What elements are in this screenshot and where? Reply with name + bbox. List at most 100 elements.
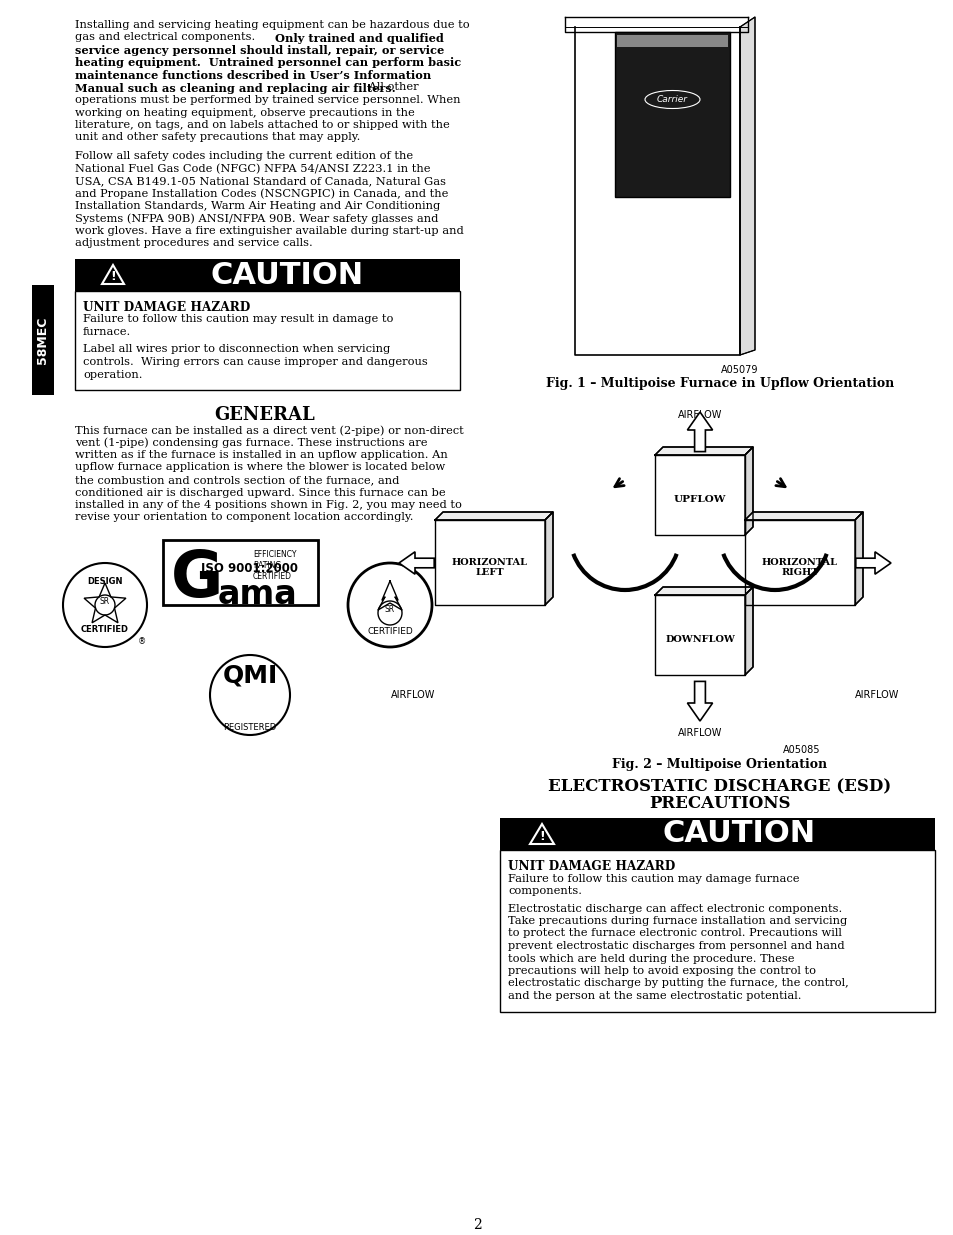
Text: SR: SR <box>100 598 110 606</box>
Text: Fig. 2 – Multipoise Orientation: Fig. 2 – Multipoise Orientation <box>612 758 826 771</box>
Text: adjustment procedures and service calls.: adjustment procedures and service calls. <box>75 238 313 248</box>
Text: HORIZONTAL
RIGHT: HORIZONTAL RIGHT <box>761 558 837 577</box>
Text: operations must be performed by trained service personnel. When: operations must be performed by trained … <box>75 95 460 105</box>
Polygon shape <box>744 587 752 676</box>
Text: UPFLOW: UPFLOW <box>673 495 725 505</box>
Text: ELECTROSTATIC DISCHARGE (ESD): ELECTROSTATIC DISCHARGE (ESD) <box>548 778 891 795</box>
Text: tools which are held during the procedure. These: tools which are held during the procedur… <box>507 953 794 963</box>
Text: A05085: A05085 <box>781 745 820 755</box>
Text: to protect the furnace electronic control. Precautions will: to protect the furnace electronic contro… <box>507 929 841 939</box>
Bar <box>32 285 54 395</box>
Text: the combustion and controls section of the furnace, and: the combustion and controls section of t… <box>75 475 399 485</box>
Text: DESIGN: DESIGN <box>87 577 123 585</box>
Text: controls.  Wiring errors can cause improper and dangerous: controls. Wiring errors can cause improp… <box>83 357 427 367</box>
Text: 58MEC: 58MEC <box>36 316 50 363</box>
Text: ®: ® <box>138 637 146 646</box>
Text: Fig. 1 – Multipoise Furnace in Upflow Orientation: Fig. 1 – Multipoise Furnace in Upflow Or… <box>545 377 893 390</box>
Text: UNIT DAMAGE HAZARD: UNIT DAMAGE HAZARD <box>507 860 675 873</box>
Text: literature, on tags, and on labels attached to or shipped with the: literature, on tags, and on labels attac… <box>75 120 449 130</box>
Text: maintenance functions described in User’s Information: maintenance functions described in User’… <box>75 70 431 82</box>
Text: Systems (NFPA 90B) ANSI/NFPA 90B. Wear safety glasses and: Systems (NFPA 90B) ANSI/NFPA 90B. Wear s… <box>75 214 438 224</box>
Text: prevent electrostatic discharges from personnel and hand: prevent electrostatic discharges from pe… <box>507 941 843 951</box>
Text: Follow all safety codes including the current edition of the: Follow all safety codes including the cu… <box>75 151 413 161</box>
Text: Installation Standards, Warm Air Heating and Air Conditioning: Installation Standards, Warm Air Heating… <box>75 201 439 211</box>
Polygon shape <box>530 824 554 844</box>
Text: Failure to follow this caution may damage furnace: Failure to follow this caution may damag… <box>507 873 799 883</box>
Text: Manual such as cleaning and replacing air filters.: Manual such as cleaning and replacing ai… <box>75 83 395 94</box>
Text: written as if the furnace is installed in an upflow application. An: written as if the furnace is installed i… <box>75 450 447 459</box>
Text: Failure to follow this caution may result in damage to: Failure to follow this caution may resul… <box>83 315 393 325</box>
Polygon shape <box>398 552 434 574</box>
Text: DOWNFLOW: DOWNFLOW <box>664 636 734 645</box>
Text: CERTIFIED: CERTIFIED <box>81 625 129 634</box>
Text: work gloves. Have a fire extinguisher available during start-up and: work gloves. Have a fire extinguisher av… <box>75 226 463 236</box>
Text: gas and electrical components.: gas and electrical components. <box>75 32 266 42</box>
Text: This furnace can be installed as a direct vent (2-pipe) or non-direct: This furnace can be installed as a direc… <box>75 425 463 436</box>
Polygon shape <box>854 513 862 605</box>
Text: ISO 9001:2000: ISO 9001:2000 <box>201 562 298 576</box>
Text: A05079: A05079 <box>720 366 758 375</box>
Text: AIRFLOW: AIRFLOW <box>391 690 435 700</box>
Text: ama: ama <box>218 578 297 611</box>
Polygon shape <box>544 513 553 605</box>
Text: QMI: QMI <box>222 663 277 687</box>
Text: Carrier: Carrier <box>657 95 687 104</box>
Text: AIRFLOW: AIRFLOW <box>677 410 721 420</box>
Text: G: G <box>171 548 223 610</box>
Text: All other: All other <box>365 83 418 93</box>
Text: !: ! <box>538 830 544 842</box>
Text: heating equipment.  Untrained personnel can perform basic: heating equipment. Untrained personnel c… <box>75 58 460 68</box>
Bar <box>617 35 727 47</box>
Text: CERTIFIED: CERTIFIED <box>367 627 413 636</box>
Text: electrostatic discharge by putting the furnace, the control,: electrostatic discharge by putting the f… <box>507 978 848 988</box>
Text: SR: SR <box>384 605 395 615</box>
Polygon shape <box>687 412 712 452</box>
Text: Installing and servicing heating equipment can be hazardous due to: Installing and servicing heating equipme… <box>75 20 469 30</box>
Bar <box>499 850 934 1011</box>
Polygon shape <box>687 682 712 721</box>
Polygon shape <box>855 552 890 574</box>
Text: and the person at the same electrostatic potential.: and the person at the same electrostatic… <box>507 990 801 1002</box>
Text: furnace.: furnace. <box>83 327 132 337</box>
Text: installed in any of the 4 positions shown in Fig. 2, you may need to: installed in any of the 4 positions show… <box>75 500 461 510</box>
Text: working on heating equipment, observe precautions in the: working on heating equipment, observe pr… <box>75 107 415 117</box>
Text: Electrostatic discharge can affect electronic components.: Electrostatic discharge can affect elect… <box>507 904 841 914</box>
Text: unit and other safety precautions that may apply.: unit and other safety precautions that m… <box>75 132 360 142</box>
Text: EFFICIENCY
RATING
CERTIFIED: EFFICIENCY RATING CERTIFIED <box>253 550 296 582</box>
Bar <box>75 291 459 390</box>
Text: Label all wires prior to disconnection when servicing: Label all wires prior to disconnection w… <box>83 345 390 354</box>
Text: CAUTION: CAUTION <box>662 820 815 848</box>
Text: operation.: operation. <box>83 369 142 379</box>
Bar <box>163 540 317 605</box>
Bar <box>499 818 934 850</box>
Text: GENERAL: GENERAL <box>214 406 315 424</box>
Text: USA, CSA B149.1-05 National Standard of Canada, Natural Gas: USA, CSA B149.1-05 National Standard of … <box>75 177 446 186</box>
Text: precautions will help to avoid exposing the control to: precautions will help to avoid exposing … <box>507 966 815 976</box>
Text: REGISTERED: REGISTERED <box>223 722 276 732</box>
Polygon shape <box>102 266 124 284</box>
Text: CAUTION: CAUTION <box>210 261 363 289</box>
Text: Only trained and qualified: Only trained and qualified <box>274 32 443 43</box>
Text: revise your orientation to component location accordingly.: revise your orientation to component loc… <box>75 513 413 522</box>
Text: AIRFLOW: AIRFLOW <box>854 690 899 700</box>
Text: !: ! <box>110 269 115 283</box>
Text: Take precautions during furnace installation and servicing: Take precautions during furnace installa… <box>507 916 846 926</box>
Text: and Propane Installation Codes (NSCNGPIC) in Canada, and the: and Propane Installation Codes (NSCNGPIC… <box>75 189 448 199</box>
Bar <box>75 259 459 291</box>
Polygon shape <box>655 447 752 454</box>
Text: National Fuel Gas Code (NFGC) NFPA 54/ANSI Z223.1 in the: National Fuel Gas Code (NFGC) NFPA 54/AN… <box>75 163 430 174</box>
Polygon shape <box>740 17 754 354</box>
Text: UNIT DAMAGE HAZARD: UNIT DAMAGE HAZARD <box>83 301 250 314</box>
Text: vent (1-pipe) condensing gas furnace. These instructions are: vent (1-pipe) condensing gas furnace. Th… <box>75 437 427 448</box>
Text: service agency personnel should install, repair, or service: service agency personnel should install,… <box>75 44 444 56</box>
Text: upflow furnace application is where the blower is located below: upflow furnace application is where the … <box>75 462 445 473</box>
Polygon shape <box>655 587 752 595</box>
Text: PRECAUTIONS: PRECAUTIONS <box>649 795 790 811</box>
Polygon shape <box>744 513 862 520</box>
Text: 2: 2 <box>472 1218 481 1233</box>
Text: components.: components. <box>507 885 581 897</box>
Bar <box>615 32 729 198</box>
Polygon shape <box>744 447 752 535</box>
Text: HORIZONTAL
LEFT: HORIZONTAL LEFT <box>452 558 527 577</box>
Text: AIRFLOW: AIRFLOW <box>677 727 721 739</box>
